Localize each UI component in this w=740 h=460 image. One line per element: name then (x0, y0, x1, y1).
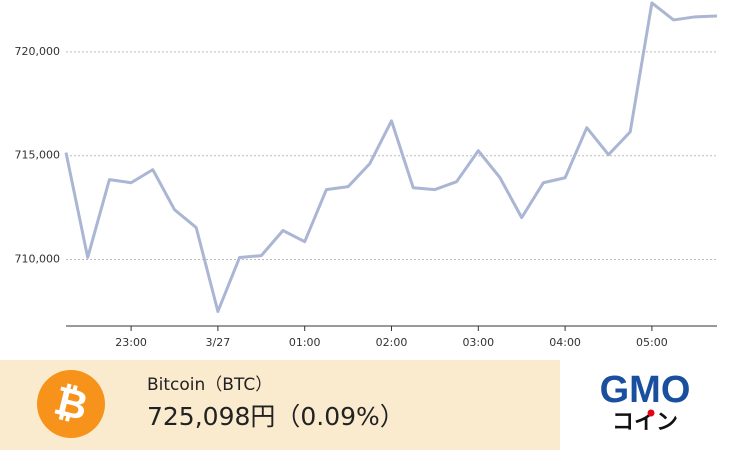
x-tick-label: 03:00 (462, 336, 494, 349)
y-tick-label: 715,000 (15, 149, 61, 162)
y-tick-label: 710,000 (15, 253, 61, 266)
logo-brand: GMO (600, 369, 691, 411)
x-tick-label: 23:00 (115, 336, 147, 349)
coin-price: 725,098円（0.09%） (147, 402, 405, 431)
x-tick-label: 04:00 (549, 336, 581, 349)
coin-name: Bitcoin（BTC） (147, 375, 272, 395)
x-tick-label: 3/27 (206, 336, 231, 349)
bitcoin-icon (37, 370, 105, 438)
price-line (64, 1, 718, 313)
x-tick-label: 05:00 (636, 336, 668, 349)
y-tick-label: 720,000 (15, 45, 61, 58)
logo-product: コイン (612, 410, 678, 435)
x-tick-label: 02:00 (376, 336, 408, 349)
x-tick-label: 01:00 (289, 336, 321, 349)
logo-dot (647, 409, 655, 417)
